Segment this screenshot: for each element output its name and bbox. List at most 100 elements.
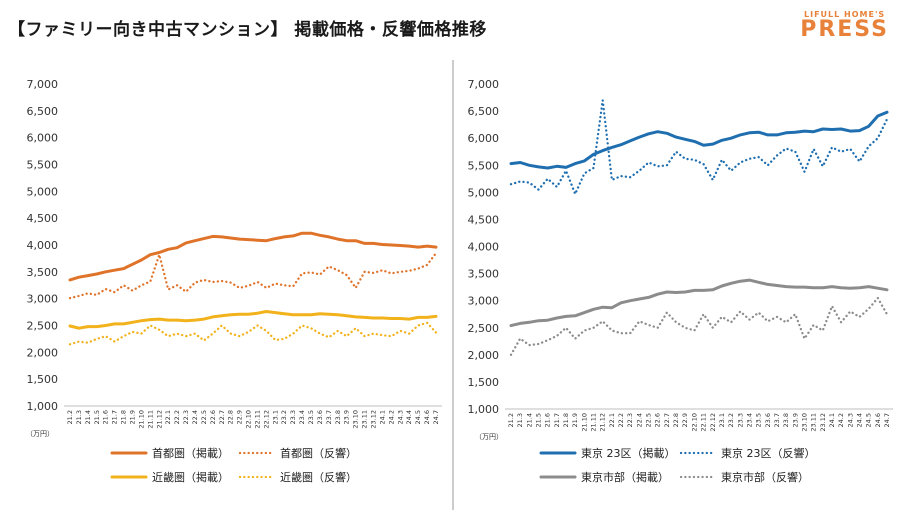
x-tick-label: 22.5 xyxy=(645,413,653,427)
x-tick-label: 23.9 xyxy=(343,410,351,424)
series-line-1 xyxy=(68,231,438,282)
y-tick-label: 2,500 xyxy=(27,320,59,333)
x-tick-label: 24.2 xyxy=(387,410,395,424)
x-tick-label: 23.5 xyxy=(755,413,763,427)
x-tick-label: 23.2 xyxy=(727,413,735,427)
x-tick-label: 24.3 xyxy=(846,413,854,427)
y-tick-label: 3,500 xyxy=(468,268,500,281)
series-line-1 xyxy=(509,110,889,170)
x-tick-label: 21.3 xyxy=(516,413,524,427)
brand-logo-top: LIFULL HOME'S xyxy=(804,10,886,19)
x-tick-label: 23.6 xyxy=(316,410,324,424)
x-tick-label: 21.8 xyxy=(562,413,570,427)
y-tick-label: 7,000 xyxy=(468,78,500,91)
x-tick-label: 21.12 xyxy=(155,410,163,429)
legend-label: 近畿圏（掲載） xyxy=(152,470,229,484)
x-tick-label: 24.4 xyxy=(405,410,413,424)
legend-label: 東京市部（掲載） xyxy=(581,470,669,484)
y-tick-label: 4,500 xyxy=(27,212,59,225)
x-tick-label: 24.5 xyxy=(865,413,873,427)
x-tick-label: 22.7 xyxy=(218,410,226,424)
series-line-3 xyxy=(509,278,889,328)
x-tick-label: 21.2 xyxy=(66,410,74,424)
x-tick-label: 24.5 xyxy=(414,410,422,424)
x-tick-label: 23.10 xyxy=(800,413,808,432)
x-tick-label: 24.3 xyxy=(396,410,404,424)
series-line-2 xyxy=(509,99,889,196)
x-tick-label: 23.1 xyxy=(271,410,279,424)
x-tick-label: 23.4 xyxy=(298,410,306,424)
x-tick-label: 24.7 xyxy=(883,413,891,427)
x-tick-label: 23.7 xyxy=(773,413,781,427)
y-tick-label: 7,000 xyxy=(27,78,59,91)
x-tick-label: 23.1 xyxy=(718,413,726,427)
right-chart: 1,000 1,500 2,000 2,500 3,000 3,500 4,000 4,500… xyxy=(468,78,893,484)
legend-label: 首都圏（掲載） xyxy=(152,446,229,460)
x-tick-label: 21.2 xyxy=(507,413,515,427)
x-tick-label: 24.1 xyxy=(378,410,386,424)
x-tick-label: 23.10 xyxy=(352,410,360,429)
y-tick-label: 6,000 xyxy=(468,132,500,145)
x-tick-label: 22.6 xyxy=(654,413,662,427)
y-tick-label: 1,000 xyxy=(468,403,500,416)
unit-label: （万円） xyxy=(475,433,503,441)
x-tick-label: 21.6 xyxy=(544,413,552,427)
y-tick-label: 6,500 xyxy=(27,105,59,118)
x-tick-label: 22.9 xyxy=(681,413,689,427)
x-tick-label: 22.2 xyxy=(617,413,625,427)
x-tick-label: 21.10 xyxy=(580,413,588,432)
y-tick-label: 3,500 xyxy=(27,266,59,279)
left-chart: 1,000 1,500 2,000 2,500 3,000 3,500 4,000 4,500… xyxy=(26,78,442,484)
x-tick-label: 23.5 xyxy=(307,410,315,424)
y-tick-label: 2,500 xyxy=(468,322,500,335)
x-tick-label: 22.5 xyxy=(200,410,208,424)
x-tick-label: 22.12 xyxy=(262,410,270,429)
y-tick-label: 1,000 xyxy=(27,400,59,413)
x-tick-label: 22.9 xyxy=(236,410,244,424)
y-tick-label: 4,500 xyxy=(468,213,500,226)
legend-label: 首都圏（反響） xyxy=(280,446,357,460)
y-tick-label: 5,000 xyxy=(27,185,59,198)
x-tick-label: 21.5 xyxy=(535,413,543,427)
y-tick-label: 1,500 xyxy=(468,376,500,389)
x-tick-label: 23.11 xyxy=(810,413,818,432)
x-tick-label: 23.12 xyxy=(819,413,827,432)
x-tick-label: 23.8 xyxy=(782,413,790,427)
x-tick-label: 22.4 xyxy=(191,410,199,424)
x-tick-label: 24.4 xyxy=(855,413,863,427)
x-tick-label: 22.3 xyxy=(626,413,634,427)
x-tick-label: 23.3 xyxy=(289,410,297,424)
x-tick-label: 22.11 xyxy=(253,410,261,429)
x-tick-label: 23.7 xyxy=(325,410,333,424)
x-tick-label: 21.9 xyxy=(571,413,579,427)
series-line-2 xyxy=(68,251,438,300)
x-tick-label: 21.10 xyxy=(137,410,145,429)
x-tick-label: 21.6 xyxy=(102,410,110,424)
x-tick-label: 23.4 xyxy=(745,413,753,427)
x-tick-label: 22.1 xyxy=(164,410,172,424)
x-tick-label: 24.2 xyxy=(837,413,845,427)
y-tick-label: 4,000 xyxy=(27,239,59,252)
x-tick-label: 22.7 xyxy=(663,413,671,427)
legend-label: 東京市部（反響） xyxy=(721,470,809,484)
x-tick-label: 24.1 xyxy=(828,413,836,427)
x-tick-label: 21.9 xyxy=(128,410,136,424)
x-tick-label: 21.4 xyxy=(525,413,533,427)
y-tick-label: 2,000 xyxy=(27,346,59,359)
x-tick-label: 23.8 xyxy=(334,410,342,424)
x-tick-label: 24.7 xyxy=(432,410,440,424)
x-tick-label: 22.6 xyxy=(209,410,217,424)
x-tick-label: 23.9 xyxy=(791,413,799,427)
x-tick-label: 21.11 xyxy=(590,413,598,432)
brand-logo: LIFULL HOME'S PRESS xyxy=(800,10,889,41)
x-tick-label: 22.3 xyxy=(182,410,190,424)
x-tick-label: 22.12 xyxy=(709,413,717,432)
x-tick-label: 23.11 xyxy=(361,410,369,429)
panel-divider xyxy=(452,60,454,510)
y-tick-label: 6,500 xyxy=(468,105,500,118)
x-tick-label: 23.12 xyxy=(370,410,378,429)
page-title: 【ファミリー向き中古マンション】 掲載価格・反響価格推移 xyxy=(8,20,487,40)
series-line-4 xyxy=(509,296,889,356)
x-tick-label: 21.8 xyxy=(120,410,128,424)
legend-label: 近畿圏（反響） xyxy=(280,470,357,484)
